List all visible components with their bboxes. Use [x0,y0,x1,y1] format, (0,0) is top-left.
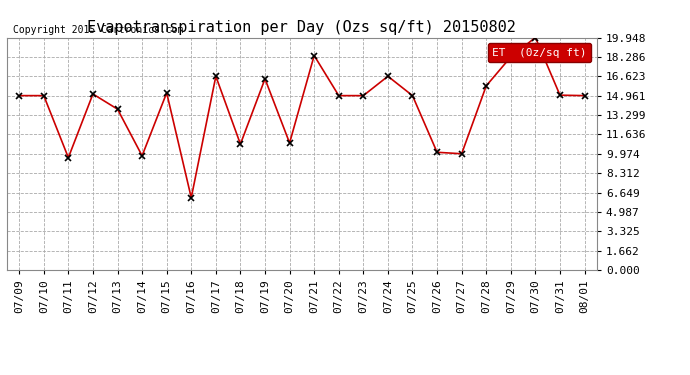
Title: Evapotranspiration per Day (Ozs sq/ft) 20150802: Evapotranspiration per Day (Ozs sq/ft) 2… [88,20,516,35]
Legend: ET  (0z/sq ft): ET (0z/sq ft) [488,43,591,62]
Text: Copyright 2015 Cartronics.com: Copyright 2015 Cartronics.com [13,25,183,35]
